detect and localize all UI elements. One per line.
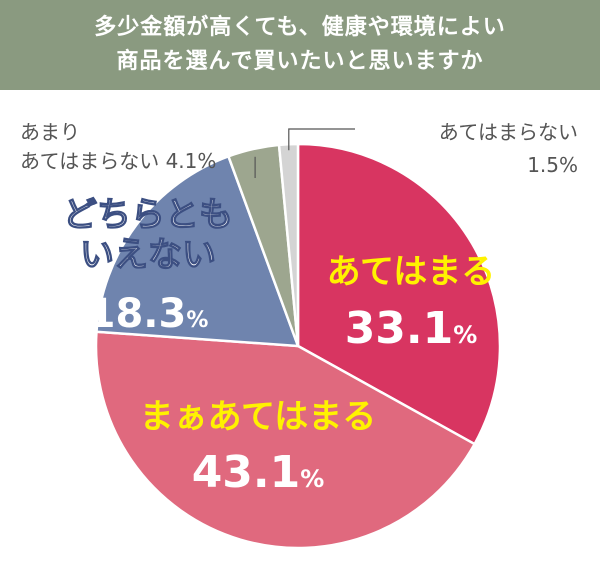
leader-lines <box>254 128 355 178</box>
slice-value-2: 18.3% <box>88 291 209 337</box>
pie-slice-0 <box>296 142 502 446</box>
slice-label-4-line-0: あてはまらない <box>439 120 578 144</box>
slice-label-3-line-1: あてはまらない 4.1% <box>20 149 216 173</box>
slice-value-1: 43.1% <box>192 447 325 498</box>
pie-slice-2 <box>95 154 300 348</box>
pie-slices <box>94 142 502 550</box>
leader-line-4 <box>288 128 355 151</box>
slice-label-3-line-0: あまり <box>20 120 80 144</box>
slice-labels: あてはまる33.1%まぁあてはまる43.1%どちらともいえない18.3%あまりあ… <box>20 120 578 498</box>
slice-label-2-line-1: いえない <box>80 235 216 275</box>
slice-label-1-line-0: まぁあてはまる <box>140 397 377 437</box>
chart-title-line-1: 多少金額が高くても、健康や環境によい <box>94 15 506 40</box>
slice-value-4: 1.5% <box>527 153 578 177</box>
slice-label-2-line-0: どちらとも <box>63 195 233 235</box>
chart-title-line-2: 商品を選んで買いたいと思いますか <box>116 49 484 74</box>
slice-value-0: 33.1% <box>345 303 478 354</box>
chart-title-band: 多少金額が高くても、健康や環境によい 商品を選んで買いたいと思いますか <box>0 0 600 90</box>
slice-label-0-line-0: あてはまる <box>327 252 496 292</box>
pie-slice-1 <box>94 330 477 550</box>
